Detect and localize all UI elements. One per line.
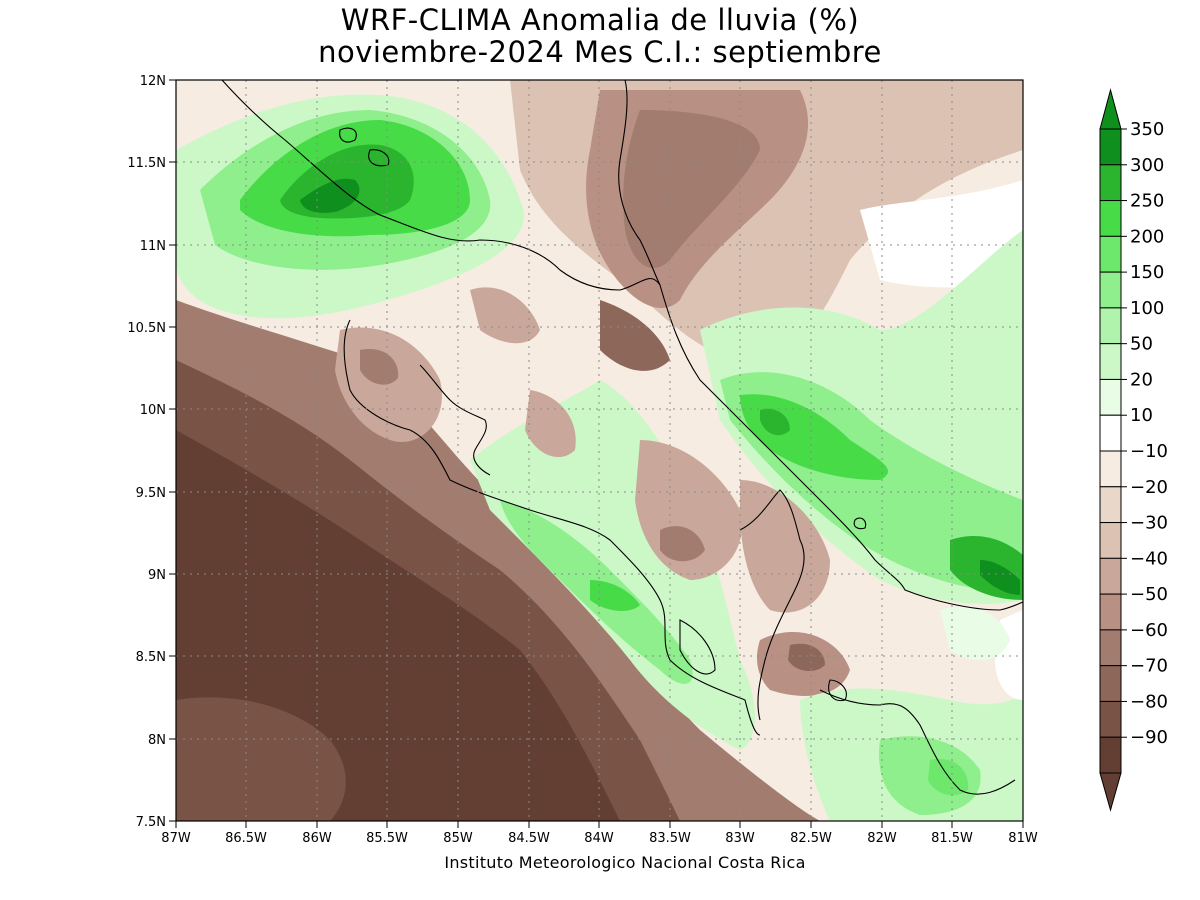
colorbar-labels: 350 300 250 200 150 100 50 20 10 −10 −20 −30 −40 −50 −… xyxy=(1121,119,1168,748)
colorbar-box xyxy=(1099,557,1122,595)
colorbar-top-arrow xyxy=(1099,88,1122,130)
coastlines xyxy=(221,80,1023,795)
colorbar-box xyxy=(1099,164,1122,202)
x-tick-label: 82W xyxy=(867,831,897,846)
x-tick-label: 81.5W xyxy=(931,831,973,846)
colorbar-label: −20 xyxy=(1130,477,1168,498)
colorbar-label: −90 xyxy=(1130,727,1168,748)
y-tick-label: 9N xyxy=(148,568,166,583)
colorbar-box xyxy=(1099,486,1122,524)
colorbar-label: −50 xyxy=(1130,584,1168,605)
colorbar-box xyxy=(1099,271,1122,309)
colorbar-label: 350 xyxy=(1130,119,1164,140)
colorbar-box xyxy=(1099,736,1122,774)
x-tick-label: 84W xyxy=(584,831,614,846)
colorbar-bottom-arrow xyxy=(1099,772,1122,812)
map-title: WRF-CLIMA Anomalia de lluvia (%) noviemb… xyxy=(0,4,1200,68)
colorbar-box xyxy=(1099,378,1122,416)
colorbar-label: −80 xyxy=(1130,691,1168,712)
colorbar-label: 10 xyxy=(1130,405,1153,426)
x-tick-label: 82.5W xyxy=(790,831,832,846)
y-tick-label: 11N xyxy=(140,239,166,254)
colorbar-box xyxy=(1099,235,1122,273)
title-line-2: noviembre-2024 Mes C.I.: septiembre xyxy=(318,35,882,69)
y-tick-label: 8.5N xyxy=(136,650,166,665)
gridlines xyxy=(176,80,1023,821)
colorbar-box xyxy=(1099,593,1122,631)
colorbar-label: 250 xyxy=(1130,191,1164,212)
colorbar-box xyxy=(1099,450,1122,488)
x-tick-label: 83.5W xyxy=(649,831,691,846)
colorbar-label: −70 xyxy=(1130,656,1168,677)
tick-marks xyxy=(169,79,1024,828)
colorbar-boxes xyxy=(1099,128,1122,774)
title-line-1: WRF-CLIMA Anomalia de lluvia (%) xyxy=(340,3,860,37)
y-tick-label: 7.5N xyxy=(136,815,166,830)
colorbar-box xyxy=(1099,700,1122,738)
x-tick-label: 85.5W xyxy=(366,831,408,846)
colorbar-label: 50 xyxy=(1130,334,1153,355)
colorbar-box xyxy=(1099,665,1122,702)
colorbar-box xyxy=(1099,307,1122,345)
y-tick-label: 12N xyxy=(140,74,166,89)
x-tick-label: 85W xyxy=(443,831,473,846)
x-tick-label: 86W xyxy=(302,831,332,846)
y-tick-labels: 12N 11.5N 11N 10.5N 10N 9.5N 9N 8.5N 8N … xyxy=(127,74,166,830)
x-tick-label: 81W xyxy=(1008,831,1038,846)
anomaly-field xyxy=(176,80,1023,821)
colorbar-box xyxy=(1099,128,1122,166)
y-tick-label: 11.5N xyxy=(127,156,166,171)
colorbar: 350 300 250 200 150 100 50 20 10 −10 −20 −30 −40 −50 −… xyxy=(1099,88,1168,812)
y-tick-label: 10.5N xyxy=(127,321,166,336)
colorbar-box xyxy=(1099,343,1122,380)
colorbar-label: 100 xyxy=(1130,298,1164,319)
colorbar-label: 150 xyxy=(1130,262,1164,283)
x-tick-label: 84.5W xyxy=(508,831,550,846)
colorbar-label: −10 xyxy=(1130,441,1168,462)
colorbar-label: −40 xyxy=(1130,548,1168,569)
y-tick-label: 9.5N xyxy=(136,486,166,501)
colorbar-box xyxy=(1099,629,1122,667)
colorbar-box xyxy=(1099,200,1122,237)
x-tick-label: 86.5W xyxy=(225,831,267,846)
colorbar-label: 300 xyxy=(1130,155,1164,176)
colorbar-label: 20 xyxy=(1130,369,1153,390)
credit-text: Instituto Meteorologico Nacional Costa R… xyxy=(444,853,806,872)
x-tick-label: 83W xyxy=(725,831,755,846)
x-tick-labels: 87W 86.5W 86W 85.5W 85W 84.5W 84W 83.5W … xyxy=(161,831,1038,846)
colorbar-box xyxy=(1099,414,1122,452)
x-tick-label: 87W xyxy=(161,831,191,846)
colorbar-label: −60 xyxy=(1130,620,1168,641)
y-tick-label: 10N xyxy=(140,403,166,418)
colorbar-box xyxy=(1099,522,1122,559)
colorbar-label: −30 xyxy=(1130,513,1168,534)
y-tick-label: 8N xyxy=(148,733,166,748)
colorbar-label: 200 xyxy=(1130,226,1164,247)
